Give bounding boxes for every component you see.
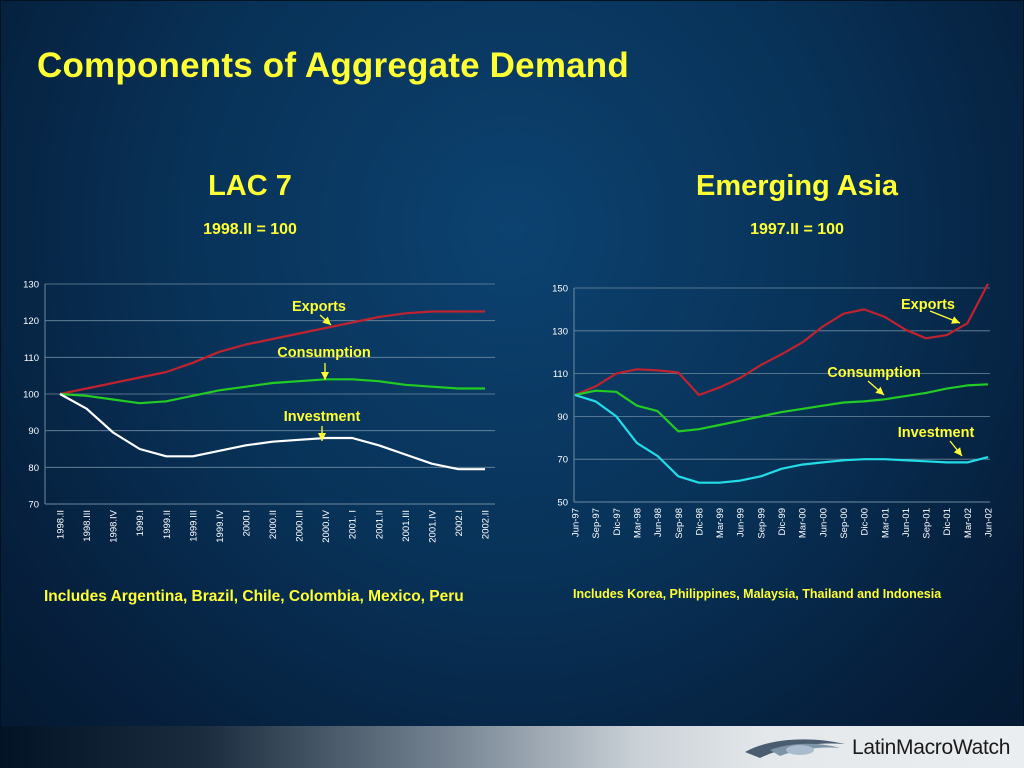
asia-y-tick-label: 150 (552, 284, 568, 295)
lac-y-tick-label: 120 (23, 316, 39, 327)
asia-label-consumption: Consumption (827, 365, 920, 381)
lac-x-tick-label: 1998.III (82, 510, 93, 542)
asia-chart-subtitle: 1997.II = 100 (750, 221, 844, 238)
lac-y-tick-label: 80 (28, 463, 39, 474)
lac-x-tick-label: 2001.IV (427, 509, 438, 542)
lac-arrowhead-investment (318, 433, 326, 441)
lac-countries-note: Includes Argentina, Brazil, Chile, Colom… (44, 588, 464, 605)
lac-y-tick-label: 70 (28, 500, 39, 511)
lac-x-tick-label: 1999.III (188, 510, 199, 542)
lac-series-investment-line (59, 393, 485, 471)
asia-x-tick-label: Jun-99 (736, 508, 747, 537)
asia-arrowhead-exports (951, 316, 960, 324)
asia-x-tick-label: Mar-98 (632, 508, 643, 538)
lac-chart-title: LAC 7 (208, 170, 292, 202)
lac-x-tick-label: 2000.III (295, 510, 306, 542)
asia-label-exports: Exports (901, 297, 955, 313)
asia-x-tick-label: Mar-99 (715, 508, 726, 538)
asia-x-tick-label: Dic-01 (942, 508, 953, 535)
lac-y-tick-label: 110 (24, 353, 39, 364)
lac-x-tick-label: 1999.IV (215, 509, 226, 542)
lac-y-tick-label: 100 (23, 390, 39, 401)
lac-x-tick-label: 1999.II (162, 510, 173, 539)
asia-x-tick-label: Jun-98 (653, 508, 664, 537)
lac-label-investment: Investment (284, 409, 361, 425)
lac-x-tick-label: 2001. I (348, 510, 359, 539)
lac-y-tick-label: 130 (23, 280, 39, 291)
asia-series-investment-line (574, 393, 989, 484)
asia-label-investment: Investment (898, 425, 975, 441)
asia-x-tick-label: Sep-98 (674, 508, 685, 539)
asia-x-tick-label: Jun-01 (901, 508, 912, 537)
slide-title: Components of Aggregate Demand (37, 46, 629, 85)
lac-x-tick-label: 1998.IV (109, 509, 120, 542)
lac-arrowhead-consumption (321, 372, 329, 380)
asia-series-exports-line (574, 283, 989, 397)
asia-chart-title: Emerging Asia (696, 170, 898, 202)
asia-y-tick-label: 110 (553, 369, 568, 380)
lac-x-tick-label: 2000.II (268, 510, 279, 539)
lac-x-tick-label: 2002.II (481, 510, 492, 539)
lac-label-exports: Exports (292, 299, 346, 315)
asia-x-tick-label: Jun-02 (984, 508, 995, 537)
logo-text: LatinMacroWatch (852, 736, 1011, 759)
lac-series-exports-line (59, 310, 485, 396)
swoosh-logo-icon (745, 739, 845, 758)
lac-x-tick-label: 1998.II (56, 510, 67, 539)
lac-x-tick-label: 2000.IV (321, 509, 332, 542)
asia-x-tick-label: Dic-00 (860, 508, 871, 535)
asia-x-tick-label: Dic-99 (777, 508, 788, 535)
lac-x-tick-label: 1999.I (135, 510, 146, 536)
asia-x-tick-label: Mar-00 (798, 508, 809, 538)
asia-y-tick-label: 90 (557, 412, 568, 423)
lac-label-consumption: Consumption (277, 345, 370, 361)
lac-x-tick-label: 2002.I (454, 510, 465, 536)
asia-arrowhead-consumption (875, 386, 884, 395)
lac-x-tick-label: 2001.II (374, 510, 385, 539)
asia-x-tick-label: Sep-01 (922, 508, 933, 539)
asia-countries-note: Includes Korea, Philippines, Malaysia, T… (573, 587, 942, 601)
asia-x-tick-label: Dic-97 (612, 508, 623, 535)
asia-y-tick-label: 130 (552, 326, 568, 337)
lac-y-tick-label: 90 (28, 426, 39, 437)
asia-x-tick-label: Mar-02 (963, 508, 974, 538)
lac-chart-subtitle: 1998.II = 100 (203, 221, 297, 238)
lac-x-tick-label: 2001.III (401, 510, 412, 542)
asia-x-tick-label: Jun-00 (818, 508, 829, 537)
asia-y-tick-label: 70 (557, 455, 568, 466)
asia-x-tick-label: Sep-97 (591, 508, 602, 539)
asia-series-consumption-line (574, 383, 989, 433)
asia-x-tick-label: Sep-99 (756, 508, 767, 539)
lac-series-consumption-line (59, 378, 485, 405)
asia-x-tick-label: Sep-00 (839, 508, 850, 539)
lac-x-tick-label: 2000.I (241, 510, 252, 536)
footer-bar (0, 726, 1024, 768)
asia-arrowhead-investment (953, 447, 962, 456)
asia-y-tick-label: 50 (557, 498, 568, 509)
asia-x-tick-label: Dic-98 (694, 508, 705, 535)
lac-arrowhead-exports (322, 316, 331, 325)
asia-x-tick-label: Jun-97 (571, 508, 582, 537)
asia-x-tick-label: Mar-01 (880, 508, 891, 538)
